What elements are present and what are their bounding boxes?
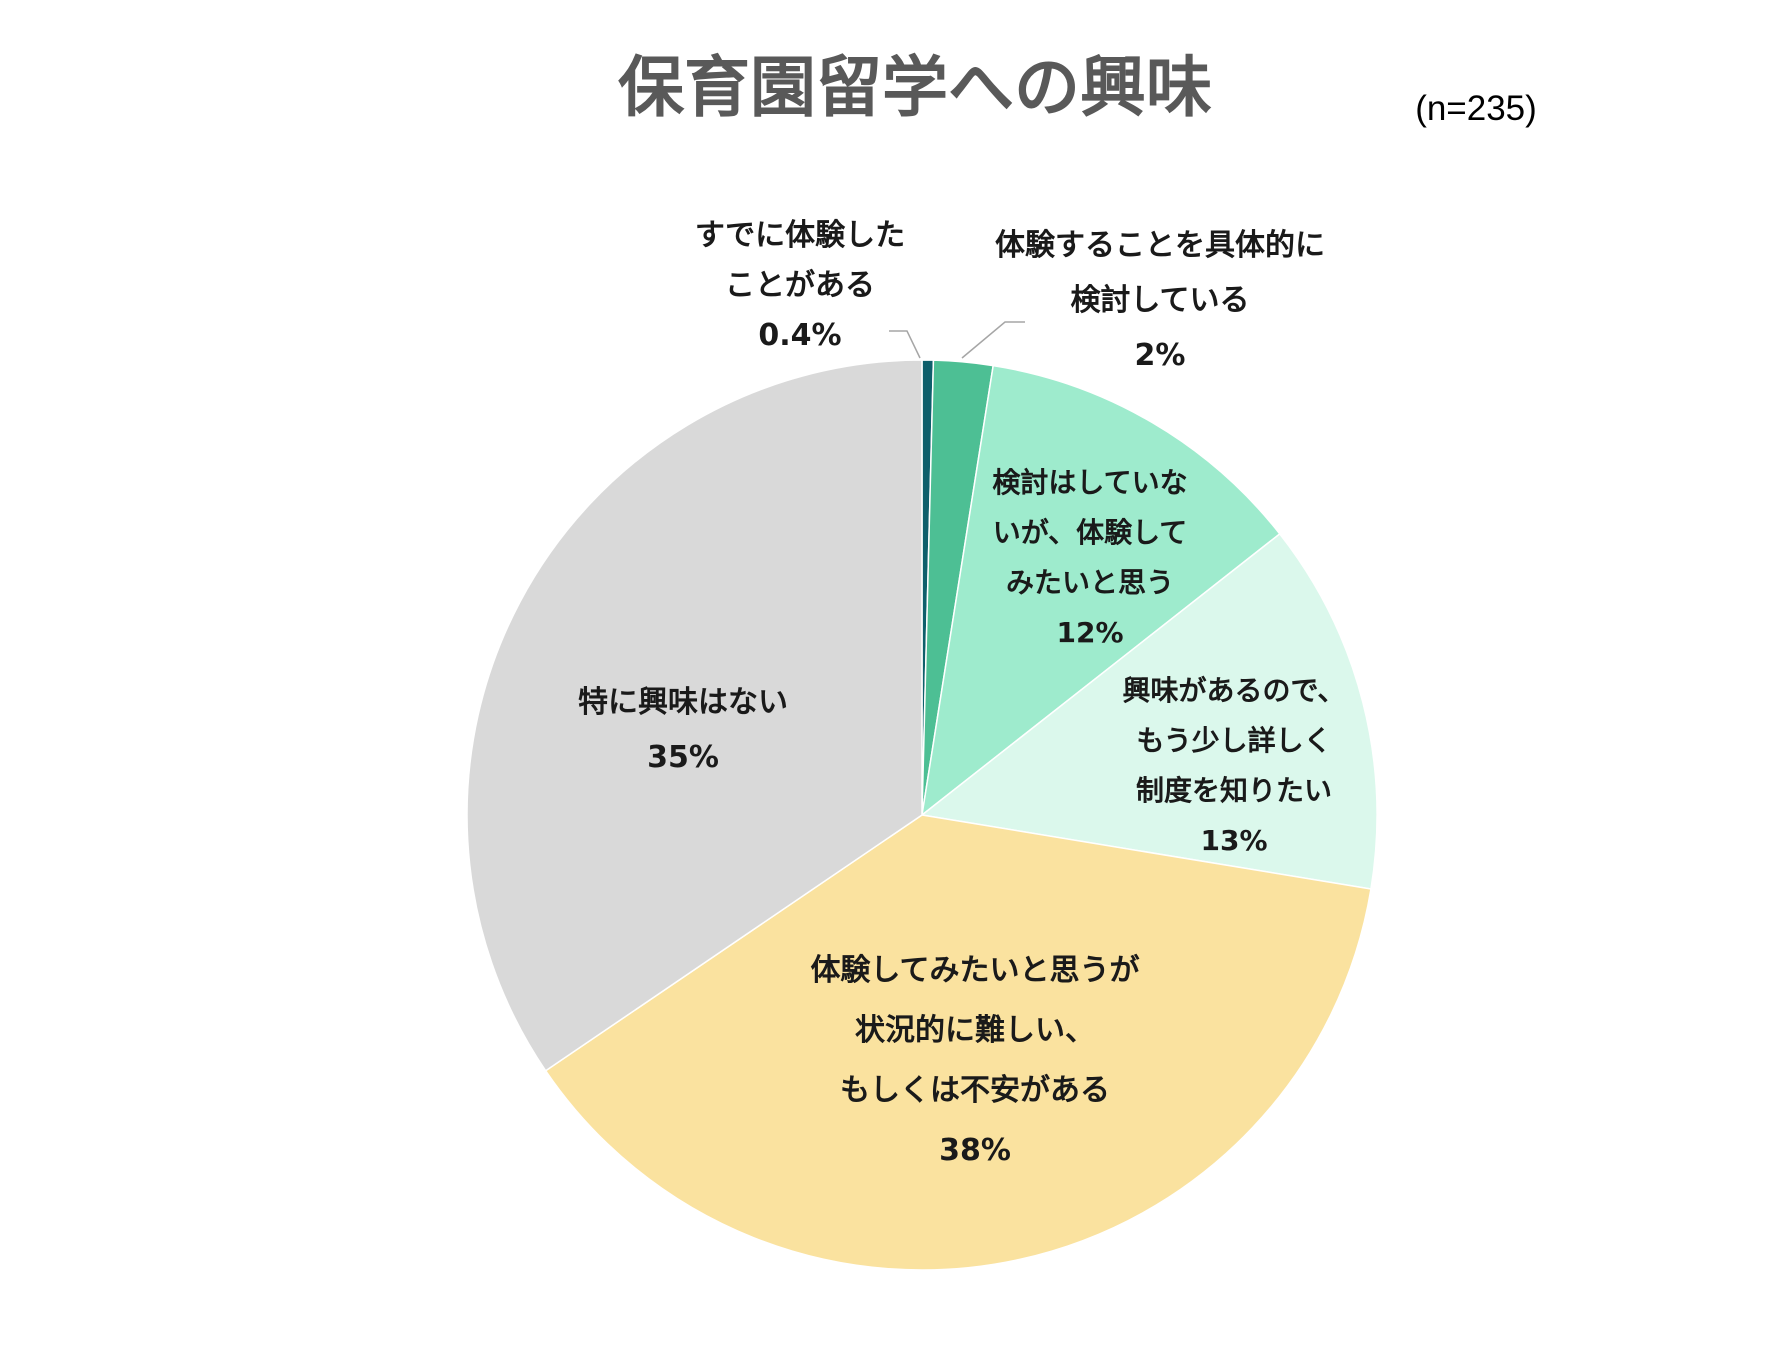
- pie-slice: [920, 532, 1378, 890]
- slice-category-label: 検討している: [1070, 283, 1249, 318]
- slice-category-label: いが、体験して: [993, 516, 1188, 549]
- slice-category-label: 興味があるので、: [1123, 674, 1346, 707]
- leader-lines: [889, 321, 1025, 359]
- slice-category-label: 体験することを具体的に: [995, 228, 1325, 263]
- slice-category-label: すでに体験した: [695, 218, 905, 253]
- leader-line: [961, 321, 1025, 359]
- slice-category-label: ことがある: [725, 268, 875, 303]
- slice-value-label: 2%: [1135, 338, 1186, 373]
- slice-label-group: 特に興味はない 35%: [578, 685, 788, 775]
- slice-category-label: 状況的に難しい、: [855, 1013, 1095, 1048]
- slice-value-label: 12%: [1056, 616, 1123, 649]
- slice-category-label: 特に興味はない: [578, 685, 788, 720]
- slice-category-label: もう少し詳しく: [1136, 724, 1331, 757]
- slice-value-label: 35%: [647, 740, 719, 775]
- chart-title: 保育園留学への興味: [618, 49, 1212, 126]
- leader-line: [889, 330, 921, 359]
- slice-category-label: みたいと思う: [1006, 566, 1174, 599]
- slice-category-label: 体験してみたいと思うが: [810, 953, 1139, 988]
- slice-value-label: 13%: [1200, 824, 1267, 857]
- pie-slice: [544, 814, 1372, 1271]
- slice-category-label: 制度を知りたい: [1136, 774, 1332, 807]
- slice-value-label: 38%: [939, 1133, 1011, 1168]
- slice-category-label: もしくは不安がある: [840, 1073, 1110, 1108]
- slice-value-label: 0.4%: [758, 318, 841, 353]
- slice-category-label: 検討はしていな: [992, 466, 1187, 499]
- pie-slices: [466, 359, 1378, 1271]
- pie-slice: [466, 359, 923, 1072]
- sample-size: (n=235): [1415, 89, 1537, 128]
- pie-slice: [920, 364, 1281, 817]
